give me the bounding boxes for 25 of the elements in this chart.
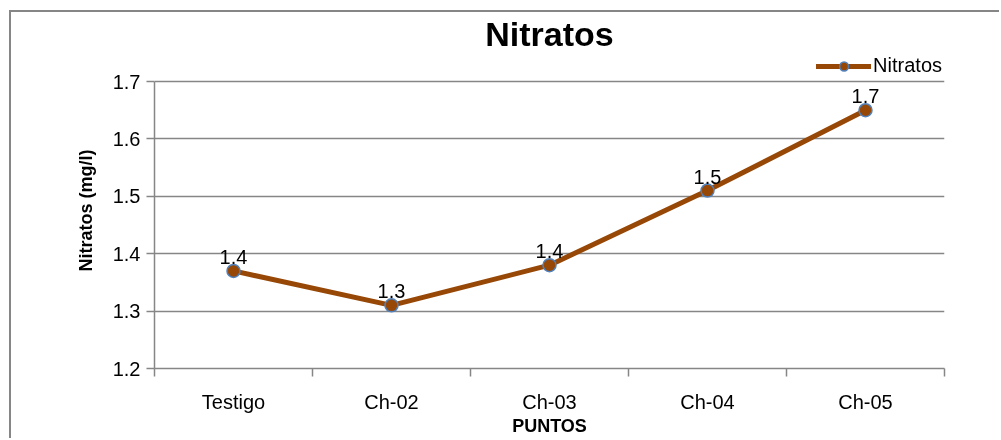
data-label: 1.7 <box>851 85 880 108</box>
point <box>858 102 873 118</box>
x-tick-label: Ch-03 <box>522 390 577 413</box>
data-label: 1.3 <box>377 280 406 303</box>
legend-label: Nitratos <box>873 54 942 77</box>
point <box>542 257 557 273</box>
y-tick-label: 1.5 <box>112 185 141 208</box>
x-tick-label: Ch-04 <box>680 390 735 413</box>
y-tick-label: 1.2 <box>112 357 141 380</box>
y-tick-label: 1.4 <box>112 242 141 265</box>
y-axis-title: Nitratos (mg/l) <box>75 149 96 272</box>
x-axis-title: PUNTOS <box>512 415 587 436</box>
point <box>384 298 399 313</box>
data-label: 1.4 <box>535 240 564 263</box>
chart-title: Nitratos <box>485 14 614 53</box>
y-tick-label: 1.3 <box>112 300 141 323</box>
point <box>226 263 241 279</box>
x-tick-label: Ch-02 <box>364 390 419 413</box>
data-label: 1.4 <box>219 245 248 268</box>
x-tick-label: Ch-05 <box>838 390 893 413</box>
y-tick-label: 1.7 <box>112 70 141 93</box>
data-label: 1.5 <box>693 165 722 188</box>
point <box>700 183 715 198</box>
x-tick-label: Testigo <box>201 390 266 413</box>
y-tick-label: 1.6 <box>112 127 141 150</box>
